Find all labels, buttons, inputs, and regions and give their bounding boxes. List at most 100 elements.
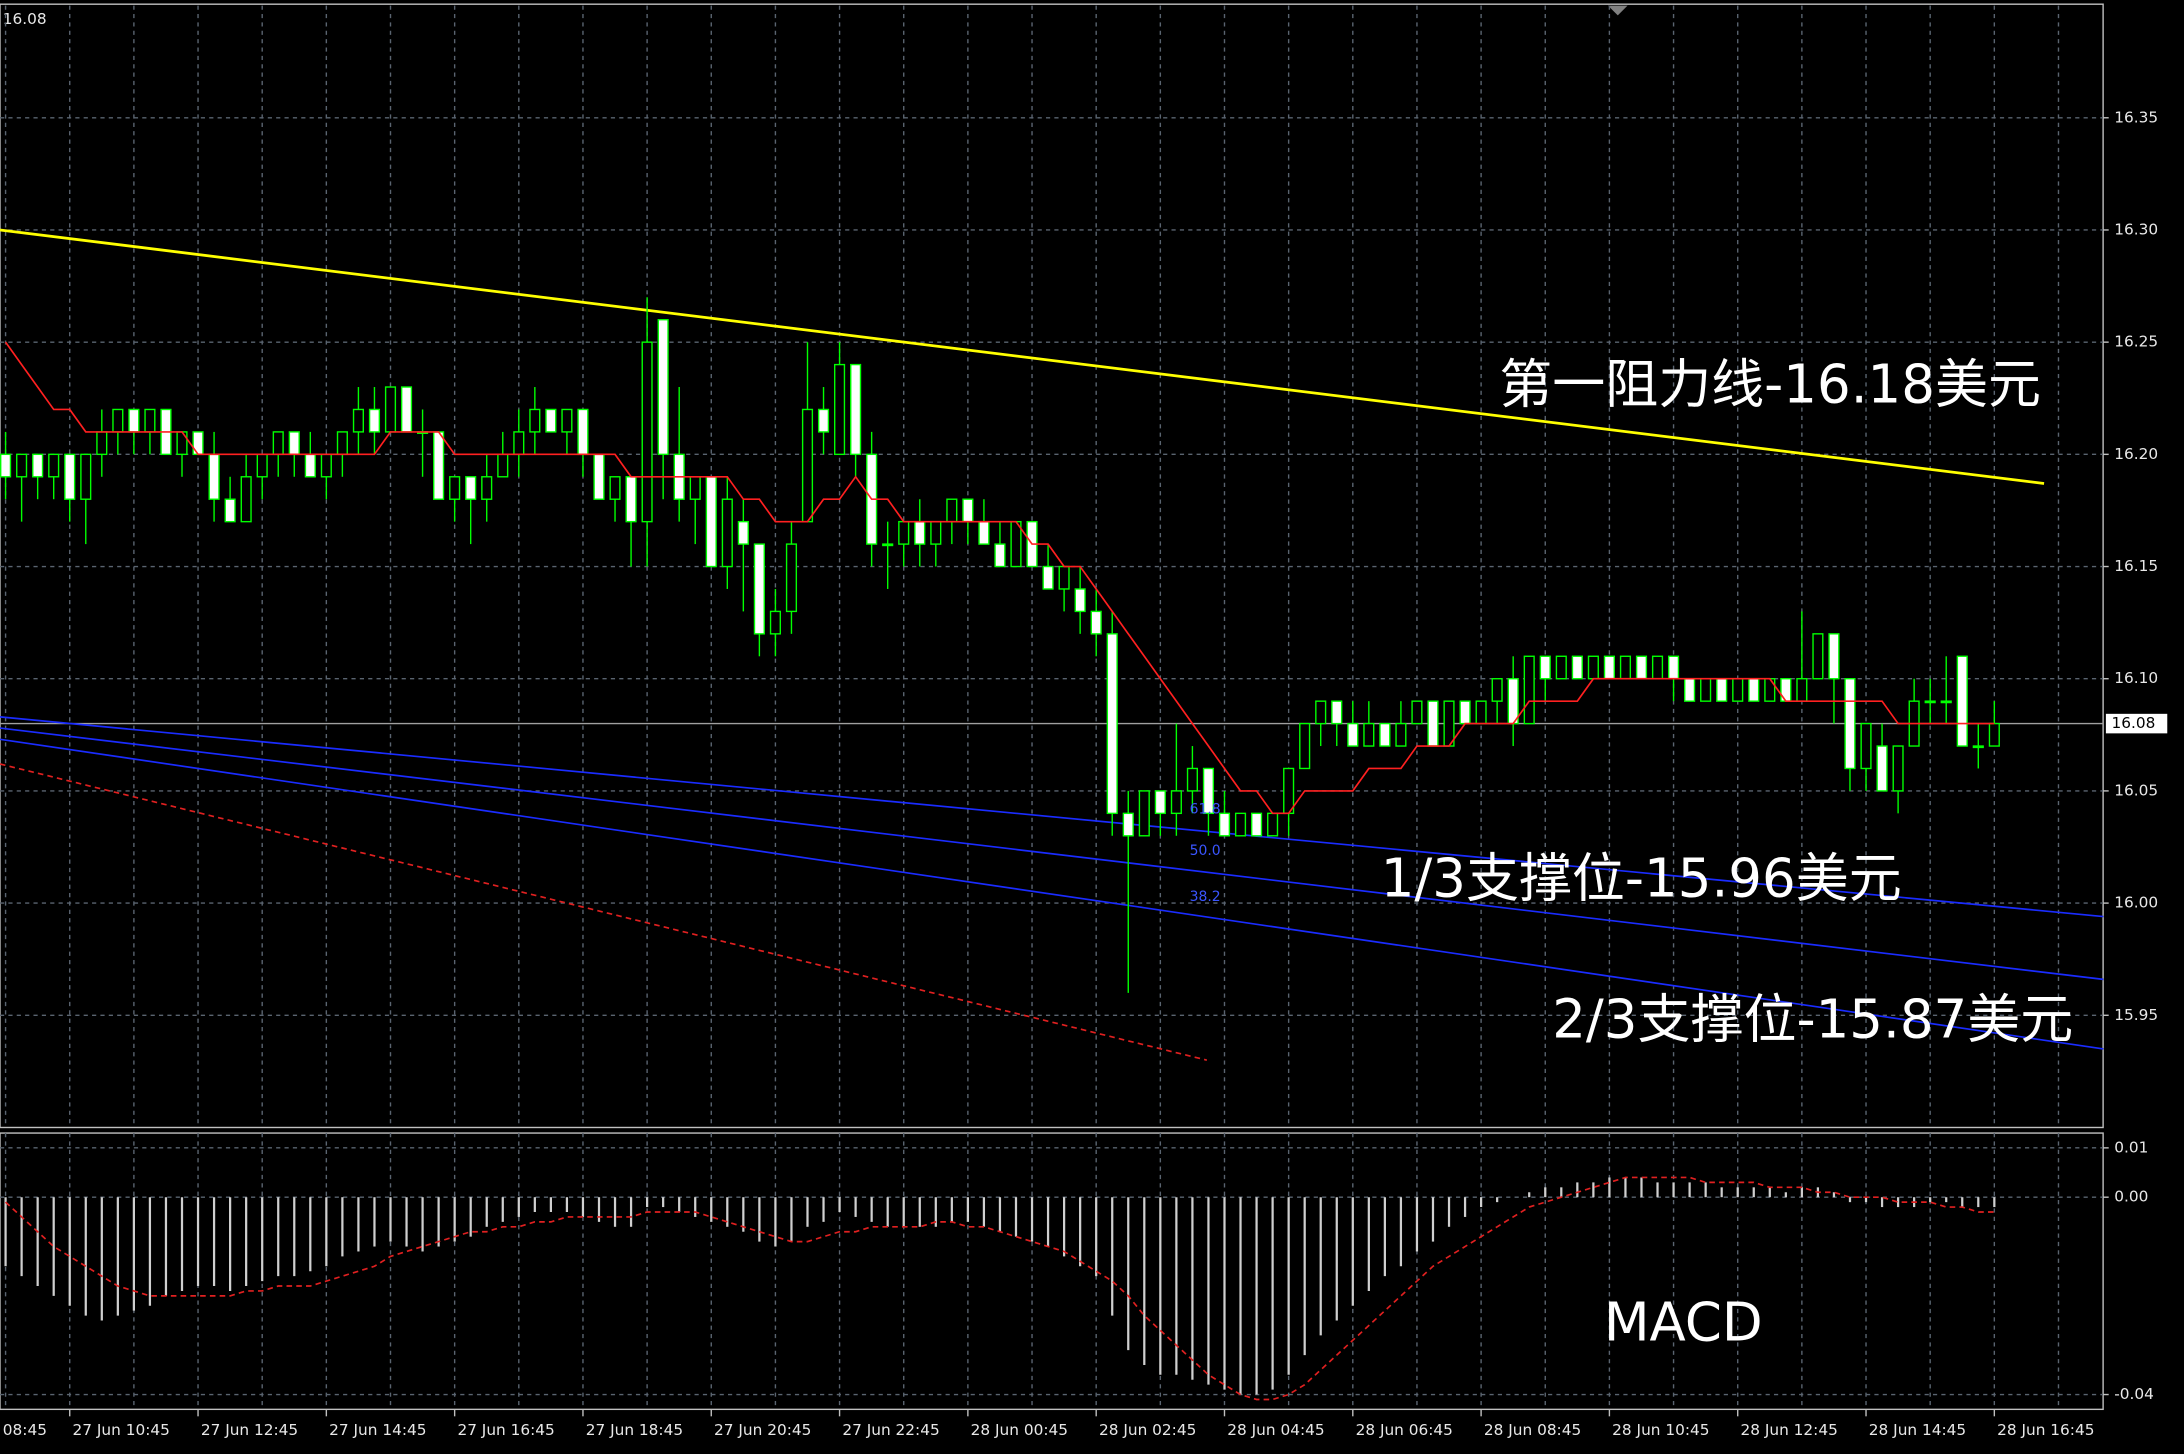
candle-body — [0, 453, 12, 478]
annotation: 2/3支撑位-15.87美元 — [1552, 988, 2073, 1050]
candle-body — [1507, 678, 1519, 725]
candle-body — [769, 610, 781, 635]
fib-label: 38.2 — [1190, 889, 1221, 905]
trend-line — [0, 716, 2104, 918]
shift-marker — [1608, 5, 1628, 16]
candle-body — [1924, 700, 1936, 704]
candle-body — [1539, 655, 1551, 680]
y-tick-label: 16.25 — [2114, 333, 2158, 351]
candle-body — [1090, 610, 1102, 635]
candle-body — [882, 543, 894, 547]
candle-body — [1940, 700, 1952, 704]
candle-body — [1154, 790, 1166, 815]
x-tick-label: 27 Jun 20:45 — [714, 1421, 811, 1439]
candle-body — [352, 408, 364, 433]
y-tick-label: 16.30 — [2114, 220, 2158, 238]
trend-line — [0, 738, 2104, 1050]
candle-body — [1443, 700, 1455, 747]
annotation: 第一阻力线-16.18美元 — [1499, 354, 2041, 416]
fib-label: 50.0 — [1190, 843, 1221, 859]
candle-body — [1250, 812, 1263, 837]
candle-body — [545, 408, 557, 433]
candle-body — [1122, 812, 1134, 837]
y-tick-label: 16.05 — [2114, 781, 2158, 799]
candle-body — [513, 431, 525, 456]
candle-body — [1860, 722, 1872, 770]
candle-body — [817, 408, 830, 433]
candle-body — [112, 408, 124, 433]
candle-body — [962, 498, 974, 523]
x-tick-label: 28 Jun 08:45 — [1484, 1421, 1581, 1439]
trend-line — [0, 763, 1208, 1061]
macd-title: MACD — [1604, 1291, 1763, 1353]
trend-line — [0, 228, 2045, 485]
macd-pane-frame — [0, 1132, 2104, 1411]
x-tick-label: 28 Jun 12:45 — [1741, 1421, 1838, 1439]
candle-body — [1058, 565, 1070, 590]
candle-body — [1603, 655, 1615, 680]
moving-average — [4, 341, 1995, 815]
candle-body — [240, 476, 252, 523]
y-tick-label: 0.00 — [2114, 1188, 2148, 1206]
candle-body — [1475, 700, 1487, 725]
y-tick-label: -0.04 — [2114, 1385, 2154, 1403]
candle-body — [1587, 655, 1599, 680]
candle-body — [1748, 678, 1760, 702]
y-tick-label: 0.01 — [2114, 1138, 2148, 1156]
candle-body — [1218, 812, 1231, 837]
x-tick-label: 28 Jun 10:45 — [1612, 1421, 1709, 1439]
candle-body — [1796, 678, 1808, 702]
candle-body — [689, 476, 701, 500]
candle-body — [577, 408, 589, 456]
candle-body — [753, 543, 765, 635]
candle-body — [1138, 790, 1150, 837]
x-tick-label: 27 Jun 16:45 — [457, 1421, 554, 1439]
candle-body — [978, 520, 990, 545]
candle-body — [1828, 633, 1840, 680]
candle-body — [1411, 700, 1423, 725]
candle-body — [914, 520, 926, 545]
candle-body — [449, 476, 461, 500]
candle-body — [1555, 655, 1567, 680]
fib-label: 61.8 — [1190, 801, 1221, 817]
y-tick-label: 16.10 — [2114, 669, 2158, 687]
candle-body — [384, 386, 397, 433]
annotation: 1/3支撑位-15.96美元 — [1381, 848, 1902, 910]
candle-body — [1732, 678, 1744, 702]
x-tick-label: 28 Jun 16:45 — [1997, 1421, 2094, 1439]
candle-body — [368, 408, 381, 433]
candle-body — [1459, 700, 1471, 725]
x-tick-label: 27 Jun 14:45 — [329, 1421, 426, 1439]
candle-body — [641, 341, 653, 523]
candle-body — [80, 453, 92, 500]
candle-body — [833, 363, 846, 456]
candle-body — [705, 476, 717, 568]
candle-body — [16, 453, 28, 478]
candle-body — [737, 520, 749, 545]
candle-body — [1651, 655, 1664, 680]
candle-body — [1299, 722, 1311, 770]
candle-body — [625, 476, 637, 523]
candle-body — [1844, 678, 1856, 770]
last-price-label: 16.08 — [2111, 714, 2155, 732]
candle-body — [930, 520, 942, 545]
last-price-tag — [2105, 713, 2168, 734]
candle-body — [1812, 633, 1824, 680]
candle-body — [1635, 655, 1648, 680]
x-tick-label: 27 Jun 10:45 — [73, 1421, 170, 1439]
candle-body — [801, 408, 814, 523]
candle-body — [1106, 633, 1118, 815]
candle-body — [465, 476, 477, 500]
candle-body — [208, 453, 220, 500]
candle-body — [1892, 745, 1904, 792]
candle-body — [1876, 745, 1888, 792]
candle-body — [144, 408, 156, 433]
candle-body — [1074, 588, 1086, 613]
x-tick-label: 27 Jun 22:45 — [842, 1421, 939, 1439]
candle-body — [1363, 722, 1375, 747]
x-tick-label: 27 Jun 18:45 — [586, 1421, 683, 1439]
candle-body — [850, 363, 862, 456]
candle-body — [593, 453, 605, 500]
